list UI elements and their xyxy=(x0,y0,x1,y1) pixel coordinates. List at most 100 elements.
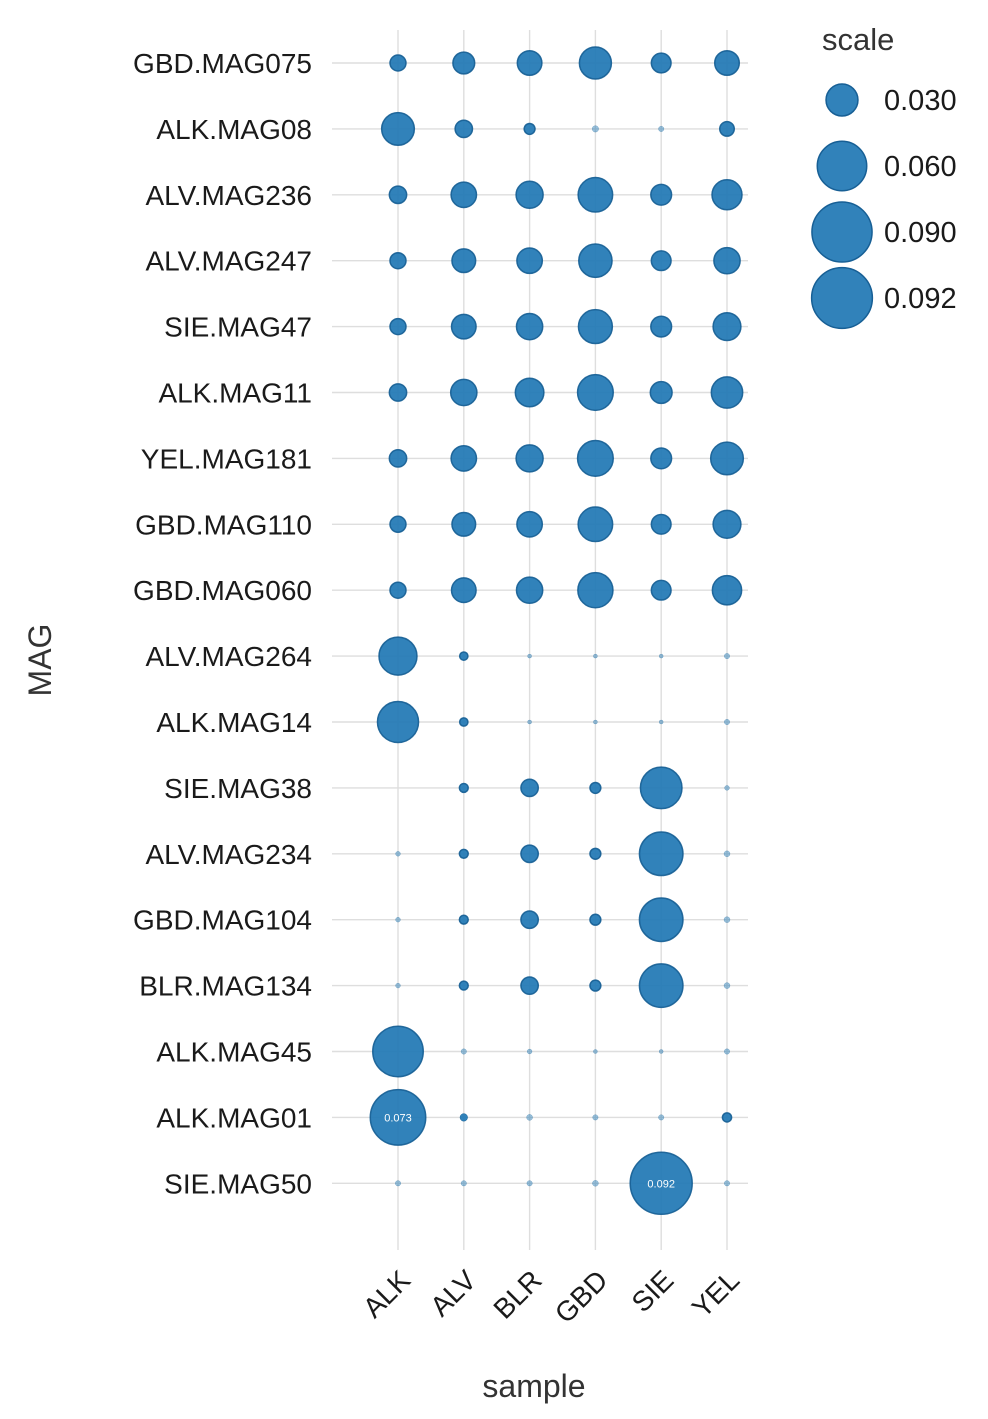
bubble-point xyxy=(576,373,614,412)
legend-key xyxy=(811,201,873,263)
bubble-point xyxy=(460,1048,467,1055)
bubble-point xyxy=(451,511,477,537)
bubble-point xyxy=(450,313,477,340)
legend-label: 0.092 xyxy=(884,283,957,315)
bubble-point xyxy=(723,982,731,989)
bubble-point xyxy=(658,1049,664,1054)
y-tick-label: GBD.MAG060 xyxy=(133,575,312,606)
bubble-point xyxy=(577,176,614,213)
y-tick-label: ALK.MAG45 xyxy=(156,1037,312,1068)
bubble-point xyxy=(520,778,540,798)
bubble-point xyxy=(650,513,672,535)
x-tick-label: ALV xyxy=(424,1264,482,1322)
legend-key xyxy=(825,83,859,117)
x-tick-label: ALK xyxy=(357,1264,417,1324)
bubble-point xyxy=(516,49,543,77)
y-axis-ticks: GBD.MAG075 ALK.MAG08 ALV.MAG236 ALV.MAG247 S… xyxy=(133,48,312,1199)
bubble-point xyxy=(369,1088,427,1146)
bubble-point xyxy=(591,125,599,133)
bubble-point xyxy=(724,653,730,660)
bubble-point xyxy=(515,180,544,210)
bubble-point xyxy=(638,963,684,1009)
bubble-point xyxy=(589,847,602,860)
bubble-point xyxy=(724,719,730,725)
bubble-point xyxy=(458,848,469,859)
bubble-point xyxy=(589,913,602,926)
bubble-point xyxy=(718,120,736,137)
bubble-point xyxy=(520,910,540,930)
bubble-point xyxy=(527,719,532,725)
bubble-point xyxy=(578,243,613,279)
bubble-point xyxy=(389,515,407,534)
bubble-point xyxy=(388,185,408,205)
bubble-point xyxy=(450,444,478,472)
legend-label: 0.030 xyxy=(884,85,957,117)
bubble-point xyxy=(723,916,731,923)
bubble-point xyxy=(650,52,672,74)
legend-label: 0.090 xyxy=(884,217,957,249)
bubble-point xyxy=(592,1180,599,1187)
bubble-point xyxy=(458,914,469,925)
legend-label: 0.060 xyxy=(884,151,957,183)
y-tick-label: GBD.MAG075 xyxy=(133,48,312,79)
x-tick-label: BLR xyxy=(487,1264,547,1324)
data-points xyxy=(369,46,745,1216)
bubble-point xyxy=(723,850,731,858)
y-tick-label: YEL.MAG181 xyxy=(141,443,312,474)
y-tick-label: SIE.MAG38 xyxy=(164,773,312,804)
y-tick-label: ALK.MAG01 xyxy=(156,1102,312,1133)
legend-key xyxy=(810,266,874,330)
bubble-point xyxy=(515,444,544,473)
bubble-point xyxy=(459,1113,468,1122)
bubble-point xyxy=(650,315,673,338)
bubble-point xyxy=(458,651,469,661)
bubble-point xyxy=(527,653,532,659)
bubble-point xyxy=(650,579,672,601)
y-tick-label: SIE.MAG50 xyxy=(164,1168,312,1199)
data-label: 0.073 xyxy=(384,1112,412,1124)
bubble-point xyxy=(372,1025,424,1078)
bubble-point xyxy=(638,831,684,877)
y-tick-label: ALV.MAG236 xyxy=(145,180,312,211)
bubble-point xyxy=(451,248,477,274)
bubble-point xyxy=(520,844,540,864)
bubble-point xyxy=(713,246,741,275)
bubble-point xyxy=(576,439,614,477)
y-tick-label: BLR.MAG134 xyxy=(139,971,312,1002)
bubble-point xyxy=(650,183,673,206)
bubble-point xyxy=(389,54,407,72)
bubble-point xyxy=(712,311,742,342)
bubble-point xyxy=(593,1049,598,1054)
bubble-point xyxy=(458,782,469,794)
x-axis-ticks: ALK ALV BLR GBD SIE YEL xyxy=(357,1264,745,1329)
bubble-point xyxy=(389,251,407,270)
bubble-point xyxy=(514,377,545,408)
bubble-point xyxy=(515,576,544,605)
bubble-point xyxy=(449,378,478,407)
bubble-point xyxy=(526,1048,533,1055)
bubble-point xyxy=(520,976,540,996)
bubble-point xyxy=(458,717,469,727)
bubble-point xyxy=(658,1114,665,1121)
bubble-point xyxy=(578,46,613,80)
bubble-point xyxy=(395,982,401,989)
y-axis-title: MAG xyxy=(22,624,58,697)
bubble-point xyxy=(638,897,684,943)
bubble-point xyxy=(450,181,478,209)
x-tick-label: SIE xyxy=(626,1264,680,1318)
bubble-point xyxy=(526,1114,533,1121)
y-tick-label: ALV.MAG247 xyxy=(145,246,312,277)
bubble-point xyxy=(395,917,401,923)
bubble-point xyxy=(711,574,743,606)
bubble-point xyxy=(658,719,664,725)
bubble-point xyxy=(593,719,598,725)
bubble-point xyxy=(724,785,730,791)
y-tick-label: ALV.MAG234 xyxy=(145,839,312,870)
bubble-point xyxy=(629,1151,693,1216)
bubble-point xyxy=(724,1180,730,1187)
bubble-point xyxy=(650,447,673,470)
bubble-point xyxy=(577,308,614,345)
bubble-point xyxy=(724,1048,730,1055)
size-legend: scale 0.030 0.060 0.090 0.092 xyxy=(810,22,957,330)
